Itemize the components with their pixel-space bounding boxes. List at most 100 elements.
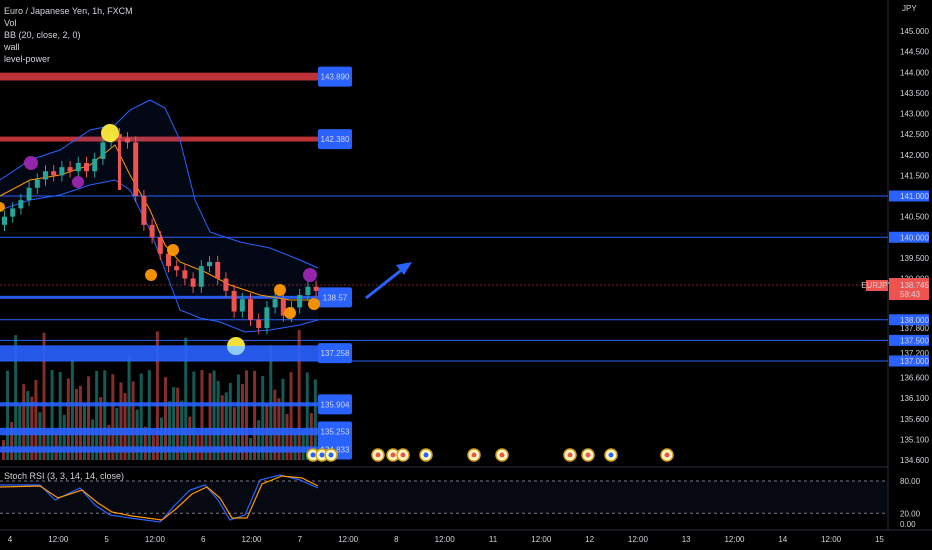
signal-dot xyxy=(101,124,119,142)
volume-bar xyxy=(257,420,261,460)
price-level-label: 137.500 xyxy=(900,336,929,345)
marker-core xyxy=(608,452,614,458)
wall-label: 137.258 xyxy=(321,349,350,358)
volume-bar xyxy=(212,370,216,460)
candle-body xyxy=(272,299,278,308)
price-tick-label: 142.500 xyxy=(900,130,929,139)
volume-bar xyxy=(208,373,212,460)
candle-body xyxy=(149,224,155,238)
price-tick-label: 141.500 xyxy=(900,171,929,180)
wall-label-badge xyxy=(318,287,352,308)
candle-body xyxy=(239,299,245,312)
time-tick-label: 7 xyxy=(298,535,303,544)
candle-body xyxy=(256,319,262,328)
trend-arrow xyxy=(365,266,405,300)
indicator-level-power[interactable]: level-power xyxy=(4,54,51,64)
volume-bar xyxy=(62,414,66,460)
volume-bar xyxy=(127,354,131,460)
candle-body xyxy=(264,307,270,328)
volume-bar xyxy=(143,426,147,460)
volume-bar xyxy=(285,414,289,460)
stoch-tick-label: 0.00 xyxy=(900,520,916,529)
volume-bar xyxy=(297,330,301,460)
chart-title[interactable]: Euro / Japanese Yen, 1h, FXCM xyxy=(4,6,133,16)
volume-bar xyxy=(188,416,192,460)
volume-bar xyxy=(10,422,14,460)
marker-core xyxy=(328,452,334,458)
price-tick-label: 144.500 xyxy=(900,48,929,57)
bb-lower xyxy=(0,179,319,333)
time-tick-label: 11 xyxy=(489,535,498,544)
trend-arrow-head xyxy=(396,262,412,275)
price-tick-label: 139.500 xyxy=(900,254,929,263)
volume-bar xyxy=(131,381,135,460)
marker-core xyxy=(400,452,406,458)
bb-basis xyxy=(0,144,318,301)
price-tick-label: 143.500 xyxy=(900,89,929,98)
signal-dot xyxy=(227,346,245,355)
time-tick-label: 12:00 xyxy=(241,535,262,544)
marker-core xyxy=(585,452,591,458)
stoch-band xyxy=(0,481,888,514)
candle-body xyxy=(84,163,89,172)
volume-bar xyxy=(38,412,42,460)
candle-body xyxy=(215,262,221,279)
time-tick-label: 4 xyxy=(8,535,13,544)
candle-body xyxy=(75,163,81,172)
volume-bar xyxy=(228,382,232,460)
wall-zone xyxy=(0,136,318,142)
candle-body xyxy=(166,253,171,267)
stoch-rsi-label[interactable]: Stoch RSI (3, 3, 14, 14, close) xyxy=(4,471,125,481)
time-tick-label: 12:00 xyxy=(145,535,166,544)
indicator-bb[interactable]: BB (20, close, 2, 0) xyxy=(4,30,81,40)
price-tick-label: 145.000 xyxy=(900,27,929,36)
candle-body xyxy=(223,278,229,291)
volume-bar xyxy=(74,389,78,460)
time-tick-label: 12:00 xyxy=(821,535,842,544)
time-tick-label: 13 xyxy=(682,535,691,544)
volume-bar xyxy=(220,395,224,460)
volume-bar xyxy=(103,370,107,460)
wall-label-badge xyxy=(318,66,352,87)
indicator-wall[interactable]: wall xyxy=(4,42,20,52)
volume-bar xyxy=(58,371,62,460)
candle-body xyxy=(34,179,40,188)
marker-core xyxy=(423,452,429,458)
price-level-label: 138.000 xyxy=(900,316,929,325)
volume-bar xyxy=(6,370,10,460)
volume-bar xyxy=(50,370,54,460)
wall-label-badge xyxy=(318,129,352,150)
last-price: 138.745 xyxy=(900,281,929,290)
time-tick-label: 12:00 xyxy=(435,535,456,544)
bb-fill xyxy=(0,100,318,332)
time-tick-label: 8 xyxy=(394,535,399,544)
volume-bar xyxy=(78,385,82,460)
volume-bar xyxy=(95,371,99,460)
volume-bar xyxy=(111,374,115,460)
candle-body xyxy=(100,142,106,159)
stoch-k-line xyxy=(0,474,319,523)
wall-zone xyxy=(0,295,318,299)
volume-bar xyxy=(87,376,91,460)
price-tick-label: 136.100 xyxy=(900,394,929,403)
candle-body xyxy=(190,278,196,287)
marker-core xyxy=(567,452,573,458)
wall-label: 135.253 xyxy=(321,428,350,437)
volume-bar xyxy=(155,331,159,460)
candle-body xyxy=(313,286,319,291)
volume-bar xyxy=(245,370,248,460)
candle-body xyxy=(59,167,65,176)
volume-bar xyxy=(172,387,176,460)
signal-dot xyxy=(24,156,38,170)
marker-core xyxy=(471,452,477,458)
price-tick-label: 135.100 xyxy=(900,435,929,444)
time-tick-label: 12 xyxy=(585,535,594,544)
price-level-badge xyxy=(889,334,929,346)
wall-label: 138.57 xyxy=(323,293,348,302)
indicator-vol[interactable]: Vol xyxy=(4,18,17,28)
signal-dot xyxy=(0,202,5,212)
time-tick-label: 12:00 xyxy=(724,535,745,544)
candle-body xyxy=(207,262,212,267)
